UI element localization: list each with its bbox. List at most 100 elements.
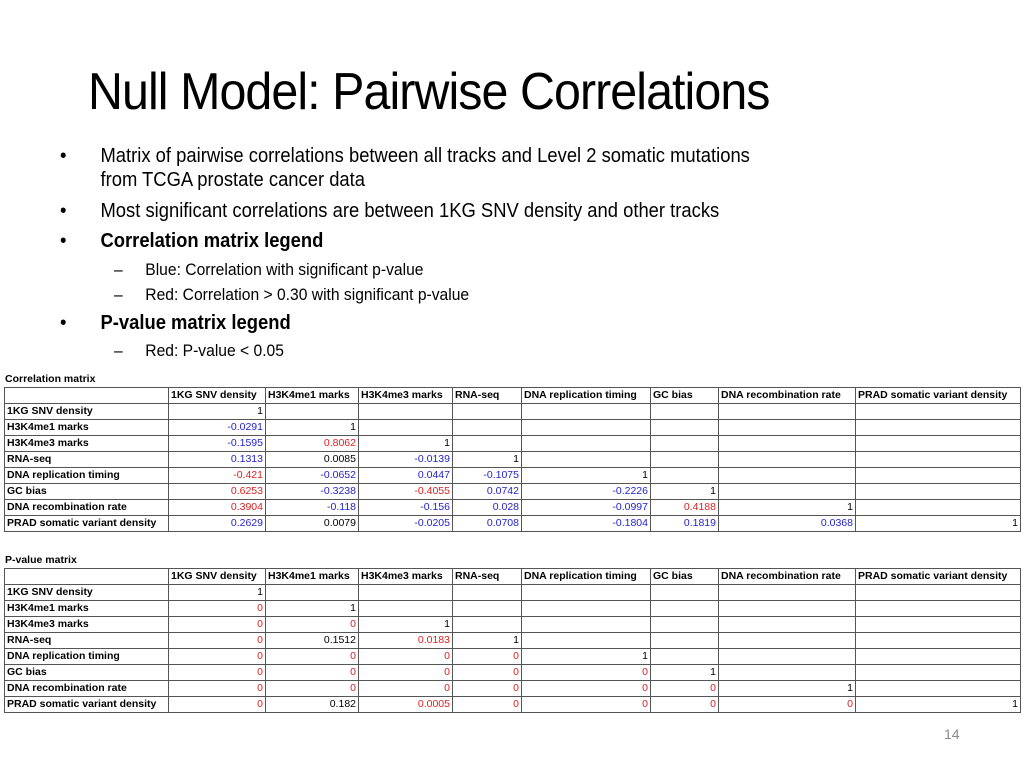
table-cell: 0 bbox=[168, 600, 266, 617]
column-header: DNA recombination rate bbox=[718, 568, 856, 585]
table-cell: 1 bbox=[718, 680, 856, 697]
table-cell: -0.1595 bbox=[168, 435, 266, 452]
table-header-row: 1KG SNV density H3K4me1 marks H3K4me3 mark… bbox=[4, 568, 1021, 585]
table-row: RNA-seq 0 0.1512 0.0183 1 bbox=[4, 632, 1021, 649]
table-cell: 1 bbox=[168, 584, 266, 601]
table-cell: -0.4055 bbox=[358, 483, 453, 500]
column-header: PRAD somatic variant density bbox=[855, 568, 1021, 585]
table-cell: -0.0997 bbox=[521, 499, 651, 516]
bullet-icon: • bbox=[60, 200, 67, 222]
table-cell bbox=[855, 483, 1021, 500]
row-header: RNA-seq bbox=[4, 632, 169, 649]
column-header: H3K4me1 marks bbox=[265, 387, 359, 404]
table-corner-cell bbox=[4, 387, 169, 404]
table-row: DNA replication timing -0.421 -0.0652 0.044… bbox=[4, 467, 1021, 484]
row-header: 1KG SNV density bbox=[4, 584, 169, 601]
table-cell bbox=[650, 616, 719, 633]
table-cell: -0.2226 bbox=[521, 483, 651, 500]
table-cell bbox=[265, 403, 359, 420]
table-cell: 0 bbox=[521, 696, 651, 713]
table-cell: 0 bbox=[265, 616, 359, 633]
table-row: DNA recombination rate 0 0 0 0 0 0 1 bbox=[4, 680, 1021, 697]
table-cell: -0.0291 bbox=[168, 419, 266, 436]
table-row: H3K4me1 marks -0.0291 1 bbox=[4, 419, 1021, 436]
column-header: RNA-seq bbox=[452, 568, 522, 585]
sub-bullet-text: Red: Correlation > 0.30 with significant… bbox=[145, 285, 470, 304]
row-header: DNA replication timing bbox=[4, 648, 169, 665]
page-number: 14 bbox=[944, 726, 960, 742]
table-cell: 0.028 bbox=[452, 499, 522, 516]
column-header: PRAD somatic variant density bbox=[855, 387, 1021, 404]
table-cell bbox=[855, 435, 1021, 452]
table-cell bbox=[718, 451, 856, 468]
table-cell bbox=[718, 419, 856, 436]
table-row: H3K4me3 marks 0 0 1 bbox=[4, 616, 1021, 633]
table-cell bbox=[718, 435, 856, 452]
table-cell: -0.421 bbox=[168, 467, 266, 484]
table-cell: 0 bbox=[521, 680, 651, 697]
row-header: DNA replication timing bbox=[4, 467, 169, 484]
column-header: 1KG SNV density bbox=[168, 568, 266, 585]
column-header: GC bias bbox=[650, 387, 719, 404]
table-cell: 0 bbox=[168, 680, 266, 697]
table-cell: 1 bbox=[650, 664, 719, 681]
table-cell bbox=[521, 403, 651, 420]
table-cell bbox=[718, 632, 856, 649]
bullet-text: Correlation matrix legend bbox=[100, 230, 324, 252]
table-cell bbox=[521, 451, 651, 468]
table-cell: -0.3238 bbox=[265, 483, 359, 500]
table-cell bbox=[718, 648, 856, 665]
table-cell: 0 bbox=[452, 696, 522, 713]
table-cell: 0.4188 bbox=[650, 499, 719, 516]
table-cell bbox=[265, 584, 359, 601]
table-cell: 0.1313 bbox=[168, 451, 266, 468]
row-header: 1KG SNV density bbox=[4, 403, 169, 420]
table-cell bbox=[521, 435, 651, 452]
table-cell bbox=[521, 632, 651, 649]
table-cell: -0.156 bbox=[358, 499, 453, 516]
column-header: DNA replication timing bbox=[521, 387, 651, 404]
table-cell: 1 bbox=[855, 696, 1021, 713]
table-cell: 0 bbox=[168, 696, 266, 713]
table-row: RNA-seq 0.1313 0.0085 -0.0139 1 bbox=[4, 451, 1021, 468]
table-cell bbox=[358, 584, 453, 601]
table-cell bbox=[855, 600, 1021, 617]
row-header: RNA-seq bbox=[4, 451, 169, 468]
table-cell bbox=[650, 467, 719, 484]
bullet-text: from TCGA prostate cancer data bbox=[100, 169, 366, 191]
pvalue-matrix-table: 1KG SNV density H3K4me1 marks H3K4me3 mark… bbox=[4, 568, 1021, 713]
dash-icon: – bbox=[114, 260, 123, 279]
table-cell: 1 bbox=[265, 419, 359, 436]
bullet-icon: • bbox=[60, 145, 67, 167]
table-cell: 0 bbox=[452, 664, 522, 681]
bullet-text: Matrix of pairwise correlations between … bbox=[100, 145, 750, 167]
table-cell: 0.1512 bbox=[265, 632, 359, 649]
table-cell: 0.182 bbox=[265, 696, 359, 713]
table-row: 1KG SNV density 1 bbox=[4, 584, 1021, 601]
table-cell: 0.0079 bbox=[265, 515, 359, 532]
table-cell: 1 bbox=[358, 616, 453, 633]
row-header: GC bias bbox=[4, 664, 169, 681]
table-cell: 0.0708 bbox=[452, 515, 522, 532]
table-cell bbox=[452, 584, 522, 601]
table-cell bbox=[718, 600, 856, 617]
table-cell bbox=[855, 616, 1021, 633]
table-cell bbox=[452, 600, 522, 617]
table-cell bbox=[718, 467, 856, 484]
table-cell: 0 bbox=[265, 664, 359, 681]
table-row: DNA recombination rate 0.3904 -0.118 -0.156… bbox=[4, 499, 1021, 516]
dash-icon: – bbox=[114, 341, 123, 360]
table-cell: 0 bbox=[521, 664, 651, 681]
table-cell bbox=[855, 451, 1021, 468]
bullet-icon: • bbox=[60, 312, 67, 334]
table-cell bbox=[855, 467, 1021, 484]
table-cell: 0 bbox=[452, 680, 522, 697]
table-cell: 0 bbox=[358, 664, 453, 681]
row-header: PRAD somatic variant density bbox=[4, 515, 169, 532]
table-cell: 1 bbox=[452, 451, 522, 468]
table-cell: 0.6253 bbox=[168, 483, 266, 500]
table-cell bbox=[650, 435, 719, 452]
table-cell: 1 bbox=[855, 515, 1021, 532]
table-row: PRAD somatic variant density 0.2629 0.0079… bbox=[4, 515, 1021, 532]
table-row: PRAD somatic variant density 0 0.182 0.0005… bbox=[4, 696, 1021, 713]
